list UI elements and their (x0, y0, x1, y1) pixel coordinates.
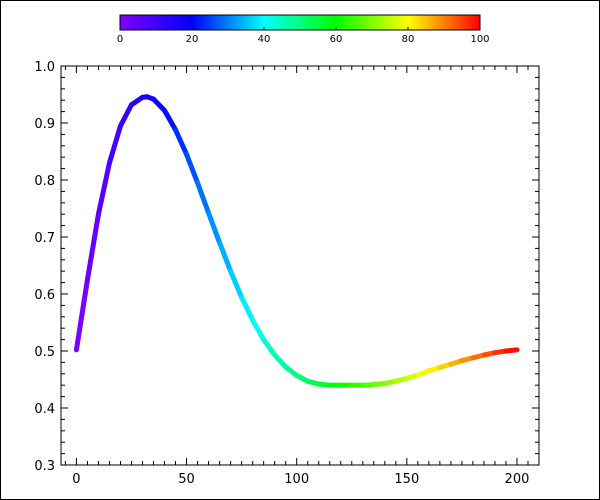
colorbar-tick-label: 40 (258, 34, 271, 45)
series-line-segment (184, 151, 201, 186)
data-series (73, 94, 520, 388)
colorbar-tick-label: 0 (117, 34, 123, 45)
x-tick-label: 100 (284, 472, 309, 487)
x-tick-label: 0 (72, 472, 80, 487)
series-line-segment (162, 107, 179, 133)
colorbar: 0 20 40 60 80 100 (117, 14, 490, 45)
series-line-segment (503, 347, 520, 354)
x-tick-label: 50 (178, 472, 195, 487)
series-line-segment (261, 337, 278, 358)
series-line-segment (272, 352, 289, 370)
series-line-segment (206, 210, 223, 246)
plot-axes: 0 50 100 150 200 0.3 0.4 0.5 0.6 0.7 0.8 0.9 1.0 (34, 60, 540, 487)
colorbar-tick-label: 100 (470, 34, 489, 45)
series-line-segment (117, 102, 134, 129)
y-tick-label: 0.4 (34, 402, 55, 417)
y-tick-label: 1.0 (34, 60, 55, 75)
plot-area-border (60, 65, 540, 466)
series-line-segment (106, 123, 123, 166)
series-line-segment (151, 96, 168, 113)
series-line-segment (228, 268, 245, 300)
colorbar-tick-label: 20 (186, 34, 199, 45)
y-tick-label: 0.8 (34, 174, 55, 189)
series-line-segment (195, 180, 212, 216)
colorbar-bar (119, 14, 481, 31)
y-tick-label: 0.7 (34, 231, 55, 246)
y-tick-label: 0.9 (34, 117, 55, 132)
x-tick-label: 150 (394, 472, 419, 487)
series-line-segment (173, 127, 190, 157)
series-line-segment (239, 294, 256, 323)
series-line-segment (84, 211, 101, 283)
x-tick-label: 200 (505, 472, 530, 487)
colorbar-tick-label: 60 (330, 34, 343, 45)
y-tick-label: 0.3 (34, 459, 55, 474)
series-line-segment (73, 277, 90, 353)
series-line-segment (217, 240, 234, 274)
colorbar-tick-label: 80 (402, 34, 415, 45)
series-line-segment (95, 160, 112, 217)
y-tick-label: 0.5 (34, 345, 55, 360)
series-line-segment (250, 317, 267, 343)
y-tick-label: 0.6 (34, 288, 55, 303)
